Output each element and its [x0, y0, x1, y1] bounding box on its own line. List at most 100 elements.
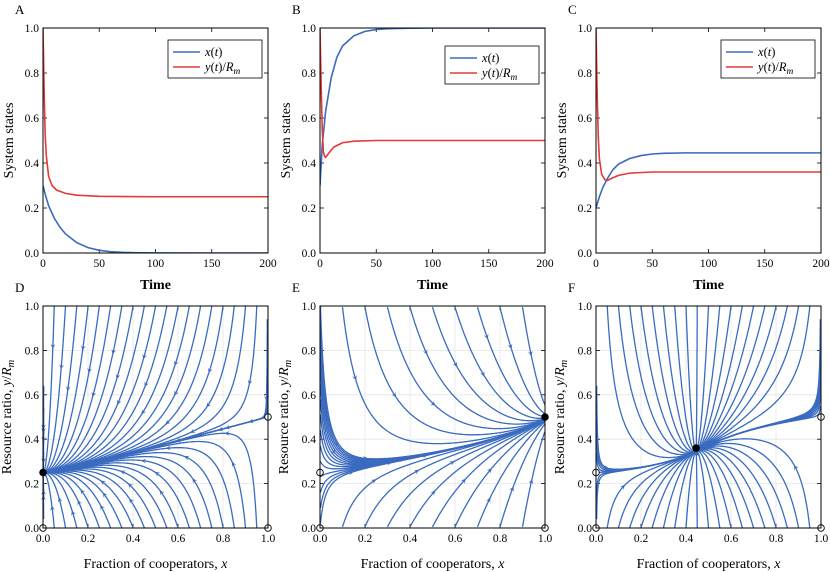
legend-box [167, 39, 263, 79]
y-tick-label: 1.0 [25, 23, 40, 35]
stream-arrow [87, 367, 93, 374]
x-tick-label: 0.2 [358, 533, 373, 545]
stream-arrow [352, 374, 357, 381]
y-tick-label: 0.2 [25, 203, 40, 215]
y-tick-label: 0.8 [25, 68, 40, 80]
streamline [43, 306, 55, 474]
x-tick-label: 0 [317, 258, 323, 270]
streamline [695, 306, 788, 454]
x-tick-label: 0.2 [634, 533, 649, 545]
stream-arrow [507, 343, 513, 350]
stream-arrow [485, 497, 491, 504]
streamline [454, 420, 545, 528]
streamline [695, 450, 698, 528]
streamline [521, 431, 545, 528]
x-tick-label: 0.4 [679, 533, 694, 545]
stream-arrow [159, 490, 165, 496]
y-tick-label: 0.0 [302, 523, 317, 535]
x-tick-label: 200 [536, 258, 554, 270]
y-tick-label: 0.0 [302, 248, 317, 260]
stable-equilibrium [692, 444, 700, 452]
stream-arrow [816, 401, 821, 407]
y-tick-label: 0.4 [302, 158, 317, 170]
stream-arrow [142, 353, 147, 360]
y-axis-label: System states [279, 103, 294, 179]
stream-arrow [65, 385, 71, 392]
streamline [341, 419, 545, 528]
y-tick-label: 0.2 [302, 203, 317, 215]
panel-label: A [15, 2, 25, 17]
x-tick-label: 50 [94, 258, 106, 270]
panel-b: B 0 50 100 150 200 0.0 0.2 0.4 0.6 0.8 1.0 Time Syste… [279, 2, 554, 293]
y-tick-label: 0.2 [302, 479, 317, 491]
plot-frame [595, 305, 822, 529]
y-tick-label: 0.2 [578, 479, 593, 491]
x-tick-label: 100 [424, 258, 442, 270]
panel-label: B [292, 2, 301, 17]
stream-arrow [80, 345, 86, 351]
streamline [43, 471, 123, 528]
panel-label: E [292, 280, 300, 295]
streamline [499, 306, 545, 414]
stream-arrow [224, 431, 230, 436]
stream-arrow [206, 402, 212, 408]
stream-arrow [80, 489, 86, 495]
x-axis-label: Time [417, 278, 448, 293]
y-tick-label: 0.0 [578, 248, 593, 260]
stream-arrow [174, 390, 179, 396]
stream-arrow [141, 458, 147, 464]
series-line [596, 152, 821, 209]
stream-arrow [603, 464, 609, 470]
stream-arrow [231, 461, 237, 468]
streamline [43, 306, 179, 474]
y-tick-label: 0.4 [302, 434, 317, 446]
stream-arrow [348, 470, 354, 476]
stream-arrow [370, 479, 377, 484]
stream-arrow [173, 360, 179, 366]
x-tick-label: 150 [756, 258, 774, 270]
panel-label: F [568, 280, 575, 295]
streamline [43, 306, 134, 474]
legend-label: x(t) [481, 51, 499, 65]
plot-frame [42, 27, 269, 254]
x-tick-label: 0.4 [403, 533, 418, 545]
y-tick-label: 0.6 [25, 390, 40, 402]
legend-box [720, 39, 816, 79]
streamline [43, 306, 168, 474]
y-tick-label: 1.0 [578, 301, 593, 313]
stream-arrow [57, 497, 63, 503]
x-tick-label: 1.0 [814, 533, 829, 545]
streamline [43, 471, 112, 528]
stream-arrow [528, 478, 534, 485]
x-tick-label: 100 [700, 258, 718, 270]
x-axis-label: Fraction of cooperators, x [361, 557, 506, 572]
stream-arrow [422, 349, 428, 355]
x-tick-label: 0.6 [171, 533, 186, 545]
stream-arrow [115, 373, 121, 380]
x-tick-label: 0 [40, 258, 46, 270]
streamline [695, 449, 743, 528]
stream-arrow [509, 486, 514, 492]
x-tick-label: 150 [203, 258, 221, 270]
streamline [596, 430, 698, 471]
y-tick-label: 0.4 [25, 158, 40, 170]
x-axis-label: Fraction of cooperators, x [637, 557, 782, 572]
streamline [674, 306, 697, 453]
stream-arrow [117, 399, 122, 405]
stream-arrow [144, 381, 149, 387]
legend-label: x(t) [757, 45, 775, 59]
legend-label: y(t)/Rm [480, 66, 518, 83]
y-axis-label: System states [555, 103, 570, 179]
stream-arrow [77, 500, 82, 506]
x-tick-label: 0 [593, 258, 599, 270]
streamline [43, 471, 78, 528]
series-line [320, 28, 545, 159]
stream-arrow [165, 419, 171, 425]
x-tick-label: 0.0 [313, 533, 328, 545]
streamline [695, 445, 788, 528]
stream-arrow [100, 480, 106, 486]
stream-arrow [91, 391, 97, 398]
plot-frame [319, 305, 546, 529]
panel-e: E 0.0 0.2 0.4 0.6 0.8 1.0 0.0 0.2 0.4 0.6 0.8 1.0 Fra… [277, 280, 552, 572]
x-tick-label: 1.0 [538, 533, 553, 545]
